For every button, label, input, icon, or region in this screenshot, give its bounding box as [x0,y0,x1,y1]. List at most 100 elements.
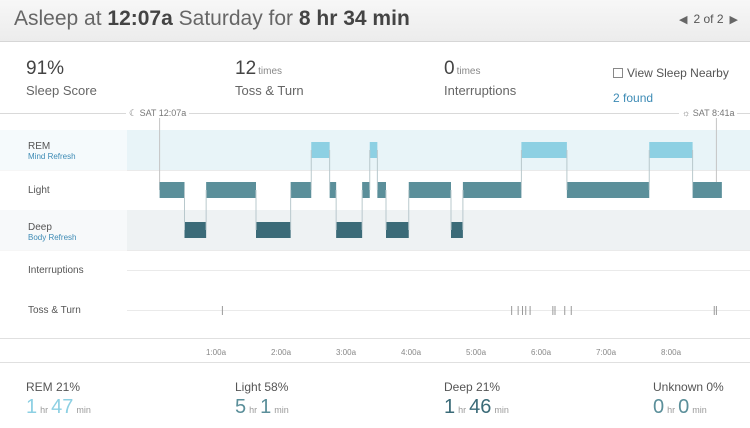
stage-segment-light [206,182,256,198]
rem-summary: REM 21% 1 hr 47 min [26,380,94,419]
next-arrow-icon[interactable]: ▶ [729,13,738,26]
moon-icon: ☾ [129,108,138,118]
header-bar: Asleep at 12:07a Saturday for 8 hr 34 mi… [0,0,750,42]
unknown-hours: 0 [653,396,665,418]
row-label-toss-turn: Toss & Turn [28,305,81,316]
x-tick-label: 5:00a [466,348,487,357]
hr-unit: hr [249,405,258,415]
deep-sublabel: Body Refresh [28,233,77,242]
rem-summary-label: REM 21% [26,380,81,394]
stage-segment-deep [256,222,291,238]
toss-turn-stat: 12 times Toss & Turn [235,58,304,98]
end-time-marker: ☼ SAT 8:41a [679,108,738,118]
title-day: Saturday for [178,7,294,30]
rem-label: REM [28,141,51,152]
stage-segment-light [692,182,722,198]
sun-icon: ☼ [682,108,691,118]
view-sleep-nearby-label: View Sleep Nearby [627,66,729,80]
interruptions-stat: 0 times Interruptions [444,58,516,98]
light-hours: 5 [235,396,247,418]
row-label-rem: REM Mind Refresh [28,141,76,161]
light-summary: Light 58% 5 hr 1 min [235,380,292,419]
x-tick-label: 7:00a [596,348,617,357]
hr-unit: hr [458,405,467,415]
row-label-interruptions: Interruptions [28,265,84,276]
sleep-title: Asleep at 12:07a Saturday for 8 hr 34 mi… [14,7,410,31]
rem-hours: 1 [26,396,38,418]
sleep-score-label: Sleep Score [26,83,97,98]
x-axis-line [0,338,750,339]
hr-unit: hr [667,405,676,415]
pager-label: 2 of 2 [693,12,724,26]
deep-summary-label: Deep 21% [444,380,501,394]
rem-minutes: 47 [51,396,74,418]
stage-segment-light [408,182,451,198]
min-unit: min [76,405,91,415]
stage-segment-light [159,182,185,198]
stage-segment-light [329,182,337,198]
toss-turn-value: 12 [235,58,257,79]
x-tick-label: 2:00a [271,348,292,357]
unknown-summary: Unknown 0% 0 hr 0 min [653,380,724,419]
stage-segment-rem [311,142,330,158]
x-tick-label: 6:00a [531,348,552,357]
stage-segment-light [290,182,312,198]
light-minutes: 1 [260,396,272,418]
stage-segment-rem [369,142,378,158]
deep-summary: Deep 21% 1 hr 46 min [444,380,512,419]
interruptions-unit: times [456,66,481,77]
stage-segment-light [362,182,370,198]
row-label-light: Light [28,185,50,196]
pager: ◀ 2 of 2 ▶ [679,12,738,26]
toss-turn-unit: times [258,66,283,77]
hr-unit: hr [40,405,49,415]
rem-sublabel: Mind Refresh [28,152,76,161]
stage-segment-light [462,182,522,198]
unknown-minutes: 0 [678,396,690,418]
x-tick-label: 4:00a [401,348,422,357]
stage-segment-deep [336,222,363,238]
title-duration: 8 hr 34 min [298,7,410,30]
prev-arrow-icon[interactable]: ◀ [679,13,688,26]
title-start-time: 12:07a [107,7,173,30]
unknown-summary-label: Unknown 0% [653,380,724,394]
row-divider [0,170,750,171]
checkbox[interactable] [613,68,623,78]
stage-segment-light [566,182,650,198]
view-sleep-nearby-toggle[interactable]: View Sleep Nearby [613,66,729,80]
view-sleep-nearby: View Sleep Nearby 2 found [613,66,729,105]
stage-segment-light [377,182,386,198]
summary-divider [0,362,750,363]
stage-segment-deep [386,222,409,238]
interruptions-baseline [127,270,750,271]
deep-hours: 1 [444,396,456,418]
stage-segment-rem [521,142,567,158]
min-unit: min [274,405,289,415]
timeline-line [0,113,750,114]
sleep-score-stat: 91% Sleep Score [26,58,97,98]
x-tick-label: 8:00a [661,348,682,357]
x-tick-label: 1:00a [206,348,227,357]
deep-label: Deep [28,222,52,233]
min-unit: min [692,405,707,415]
start-time-marker: ☾ SAT 12:07a [126,108,190,119]
end-time-label: SAT 8:41a [692,108,735,118]
x-tick-label: 3:00a [336,348,357,357]
deep-minutes: 46 [469,396,492,418]
interruptions-label: Interruptions [444,83,517,98]
stage-segment-deep [451,222,463,238]
min-unit: min [494,405,509,415]
interruptions-value: 0 [444,58,455,79]
start-time-label: SAT 12:07a [139,108,187,118]
sleep-score-value: 91% [26,58,65,79]
toss-turn-label: Toss & Turn [235,83,304,98]
stage-segment-deep [184,222,207,238]
row-divider [0,250,750,251]
stage-segment-rem [649,142,693,158]
light-summary-label: Light 58% [235,380,289,394]
row-label-deep: Deep Body Refresh [28,222,76,242]
nearby-found-link[interactable]: 2 found [613,91,654,105]
title-prefix: Asleep at [14,7,102,30]
toss-turn-baseline [127,310,750,311]
